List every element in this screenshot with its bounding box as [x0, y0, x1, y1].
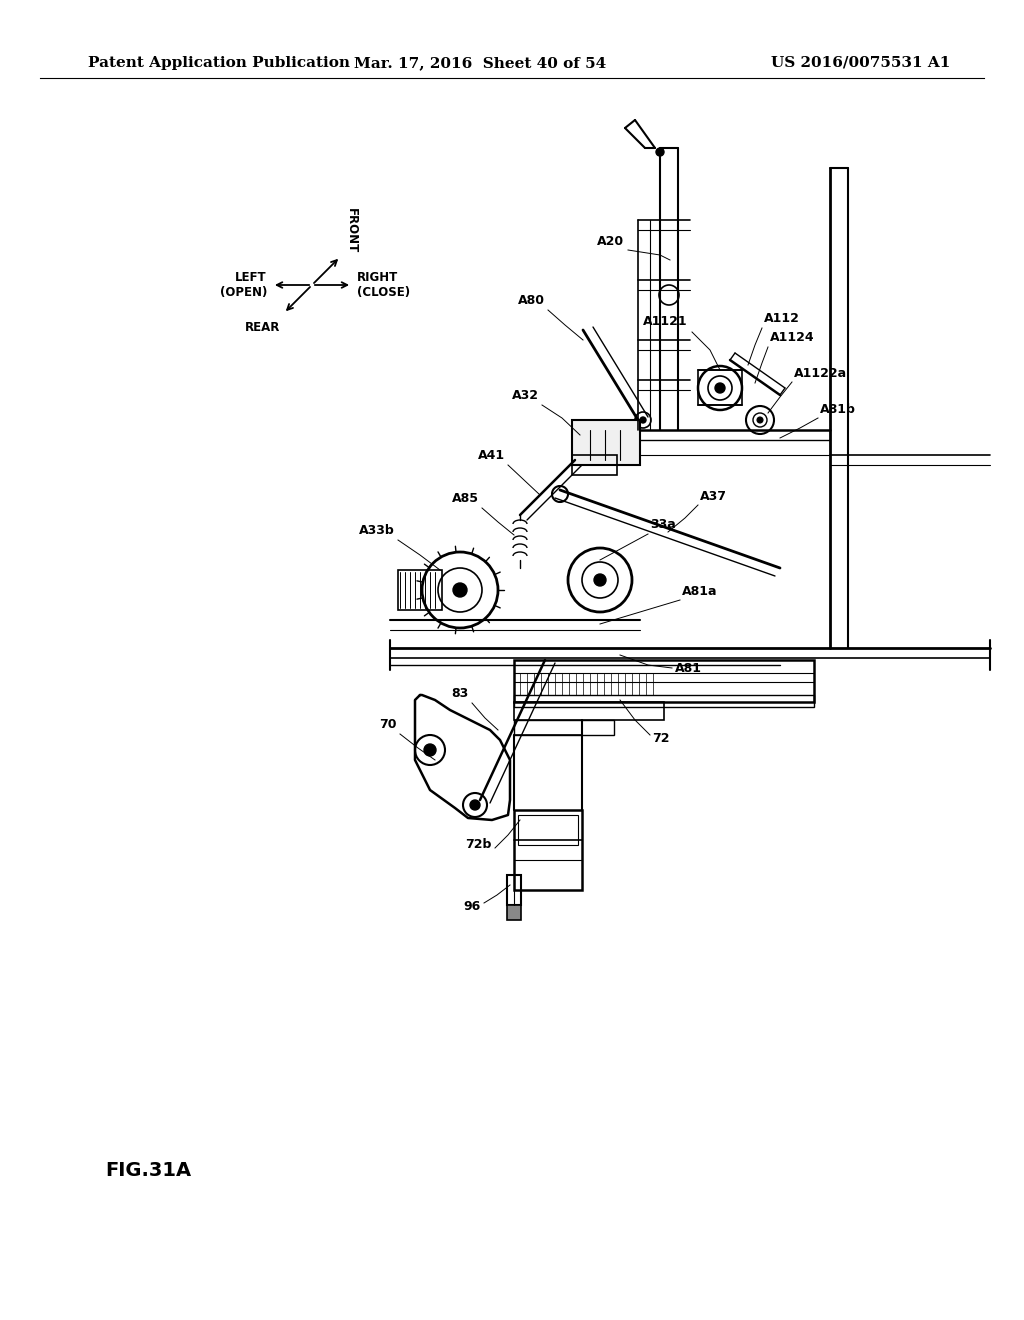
Text: 72: 72	[652, 731, 670, 744]
Bar	[698, 370, 742, 405]
Text: REAR: REAR	[246, 321, 281, 334]
Bar	[572, 455, 617, 475]
Text: 96: 96	[464, 899, 481, 912]
Circle shape	[438, 568, 482, 612]
Bar	[507, 906, 521, 920]
Text: Mar. 17, 2016  Sheet 40 of 54: Mar. 17, 2016 Sheet 40 of 54	[354, 55, 606, 70]
Circle shape	[470, 800, 480, 810]
Text: A81b: A81b	[820, 403, 856, 416]
Circle shape	[640, 417, 646, 422]
Text: A1121: A1121	[643, 315, 688, 327]
Text: A37: A37	[700, 490, 727, 503]
Circle shape	[659, 285, 679, 305]
Text: A81: A81	[675, 661, 702, 675]
Circle shape	[453, 583, 467, 597]
Text: A32: A32	[512, 389, 539, 403]
Circle shape	[635, 412, 651, 428]
Circle shape	[424, 744, 436, 756]
Bar	[518, 814, 578, 845]
Text: A20: A20	[597, 235, 624, 248]
Bar	[514, 719, 614, 735]
Bar	[398, 570, 442, 610]
Circle shape	[656, 148, 664, 156]
Text: FIG.31A: FIG.31A	[105, 1160, 191, 1180]
Text: A41: A41	[478, 449, 505, 462]
Text: 83: 83	[452, 686, 469, 700]
Text: US 2016/0075531 A1: US 2016/0075531 A1	[771, 55, 950, 70]
Circle shape	[708, 376, 732, 400]
Text: A85: A85	[452, 492, 479, 506]
Bar	[514, 696, 814, 708]
Bar	[514, 702, 664, 719]
Circle shape	[582, 562, 618, 598]
Text: A81a: A81a	[682, 585, 718, 598]
Circle shape	[757, 417, 763, 422]
Text: A80: A80	[518, 294, 545, 308]
Text: Patent Application Publication: Patent Application Publication	[88, 55, 350, 70]
Circle shape	[415, 735, 445, 766]
Bar	[572, 420, 640, 465]
Text: A1122a: A1122a	[794, 367, 847, 380]
Circle shape	[698, 366, 742, 411]
Bar	[507, 875, 521, 906]
Circle shape	[753, 413, 767, 426]
Circle shape	[422, 552, 498, 628]
Text: RIGHT
(CLOSE): RIGHT (CLOSE)	[357, 271, 411, 300]
Circle shape	[463, 793, 487, 817]
Circle shape	[568, 548, 632, 612]
Text: 70: 70	[380, 718, 397, 731]
Text: FRONT: FRONT	[345, 209, 358, 253]
Text: LEFT
(OPEN): LEFT (OPEN)	[219, 271, 267, 300]
Text: A112: A112	[764, 312, 800, 325]
Circle shape	[594, 574, 606, 586]
Circle shape	[746, 407, 774, 434]
Text: 72b: 72b	[466, 838, 492, 851]
Bar	[514, 810, 582, 890]
Text: A33b: A33b	[359, 524, 395, 537]
Circle shape	[715, 383, 725, 393]
Text: A1124: A1124	[770, 331, 815, 345]
Bar	[514, 660, 814, 702]
Text: 33a: 33a	[650, 517, 676, 531]
